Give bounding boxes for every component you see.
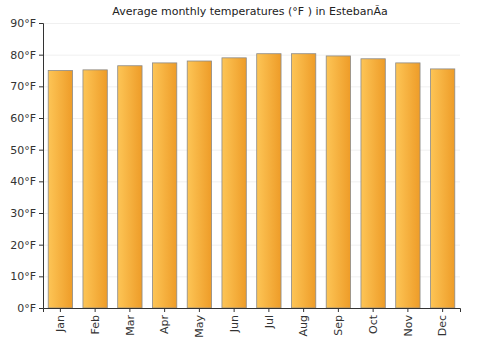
grid-line — [43, 55, 460, 56]
y-tick-mark — [39, 276, 43, 277]
y-tick-mark — [39, 213, 43, 214]
x-tick-mark — [95, 308, 96, 312]
y-tick-label: 10°F — [10, 270, 36, 283]
y-axis: 0°F 10°F 20°F 30°F 40°F 50°F 60°F 70°F 80°F 90°F — [10, 17, 43, 315]
y-tick-label: 20°F — [10, 239, 36, 252]
x-tick-label: Jun — [228, 315, 241, 333]
y-tick-mark — [39, 86, 43, 87]
y-tick-mark — [39, 118, 43, 119]
x-axis: Jan Feb Mar Apr May Jun Jul Aug Sep Oct Nov Dec — [44, 308, 461, 338]
x-tick: Nov — [402, 308, 415, 336]
y-tick: 60°F — [10, 112, 43, 125]
title: Average monthly temperatures (°F ) in Es… — [112, 5, 387, 18]
y-tick-label: 40°F — [10, 175, 36, 188]
x-tick: Feb — [89, 308, 102, 334]
x-tick: Jul — [263, 308, 276, 329]
x-tick-mark — [164, 308, 165, 312]
bar — [187, 61, 211, 308]
x-tick-label: Nov — [402, 315, 415, 337]
x-tick: May — [193, 308, 206, 338]
x-tick-mark — [129, 308, 130, 312]
x-tick-mark — [442, 308, 443, 312]
grid-line — [43, 23, 460, 24]
bar — [430, 69, 454, 308]
bar — [361, 59, 385, 308]
x-tick: Jan — [54, 308, 67, 333]
x-tick-label: Apr — [158, 315, 171, 335]
y-tick-mark — [39, 23, 43, 24]
y-axis-line — [39, 24, 44, 309]
y-tick-mark — [39, 55, 43, 56]
y-tick-mark — [39, 181, 43, 182]
x-tick-label: Dec — [436, 315, 449, 336]
x-tick-label: Oct — [367, 314, 380, 334]
x-tick: Dec — [436, 308, 449, 336]
x-tick: Sep — [332, 308, 345, 336]
x-tick-mark — [373, 308, 374, 312]
y-tick: 50°F — [10, 144, 43, 157]
x-tick-label: Jul — [263, 315, 276, 329]
x-tick-label: May — [193, 315, 206, 338]
x-tick-label: Sep — [332, 315, 345, 336]
x-tick: Mar — [124, 308, 137, 336]
y-tick: 40°F — [10, 175, 43, 188]
bar — [48, 71, 72, 309]
x-tick-mark — [268, 308, 269, 312]
x-tick-mark — [407, 308, 408, 312]
grid — [43, 24, 460, 309]
bars — [48, 54, 455, 308]
x-tick: Oct — [367, 308, 380, 334]
y-tick-label: 90°F — [10, 17, 36, 30]
y-tick-mark — [39, 245, 43, 246]
x-tick: Apr — [158, 308, 171, 334]
y-tick: 80°F — [10, 49, 43, 62]
plot: 0°F 10°F 20°F 30°F 40°F 50°F 60°F 70°F 80°F 90°F J… — [10, 17, 460, 338]
x-tick: Aug — [297, 308, 310, 336]
bar — [118, 66, 142, 308]
y-tick: 20°F — [10, 239, 43, 252]
bar — [326, 56, 350, 308]
bar — [83, 70, 107, 308]
x-tick-label: Mar — [124, 315, 137, 336]
x-axis-line — [44, 309, 461, 313]
y-tick-label: 70°F — [10, 80, 36, 93]
x-tick-label: Aug — [297, 315, 310, 336]
chart: 0°F 10°F 20°F 30°F 40°F 50°F 60°F 70°F 80°F 90°F J… — [0, 0, 500, 350]
bar — [222, 58, 246, 308]
y-tick: 0°F — [17, 302, 43, 315]
x-tick-mark — [199, 308, 200, 312]
y-tick: 70°F — [10, 80, 43, 93]
y-tick-mark — [39, 150, 43, 151]
bar — [291, 54, 315, 308]
y-tick-label: 30°F — [10, 207, 36, 220]
x-tick-mark — [338, 308, 339, 312]
x-tick-mark — [234, 308, 235, 312]
y-tick-label: 0°F — [17, 302, 36, 315]
x-tick-mark — [60, 308, 61, 312]
x-tick: Jun — [228, 308, 241, 333]
y-tick-mark — [39, 308, 43, 309]
y-tick-label: 60°F — [10, 112, 36, 125]
bar — [257, 54, 281, 308]
x-tick-label: Feb — [89, 315, 102, 334]
y-tick: 10°F — [10, 270, 43, 283]
y-tick: 90°F — [10, 17, 43, 30]
bar — [396, 63, 420, 308]
bar — [152, 63, 176, 308]
y-tick-label: 80°F — [10, 49, 36, 62]
y-tick-label: 50°F — [10, 144, 36, 157]
x-tick-mark — [303, 308, 304, 312]
y-tick: 30°F — [10, 207, 43, 220]
x-tick-label: Jan — [54, 315, 67, 333]
